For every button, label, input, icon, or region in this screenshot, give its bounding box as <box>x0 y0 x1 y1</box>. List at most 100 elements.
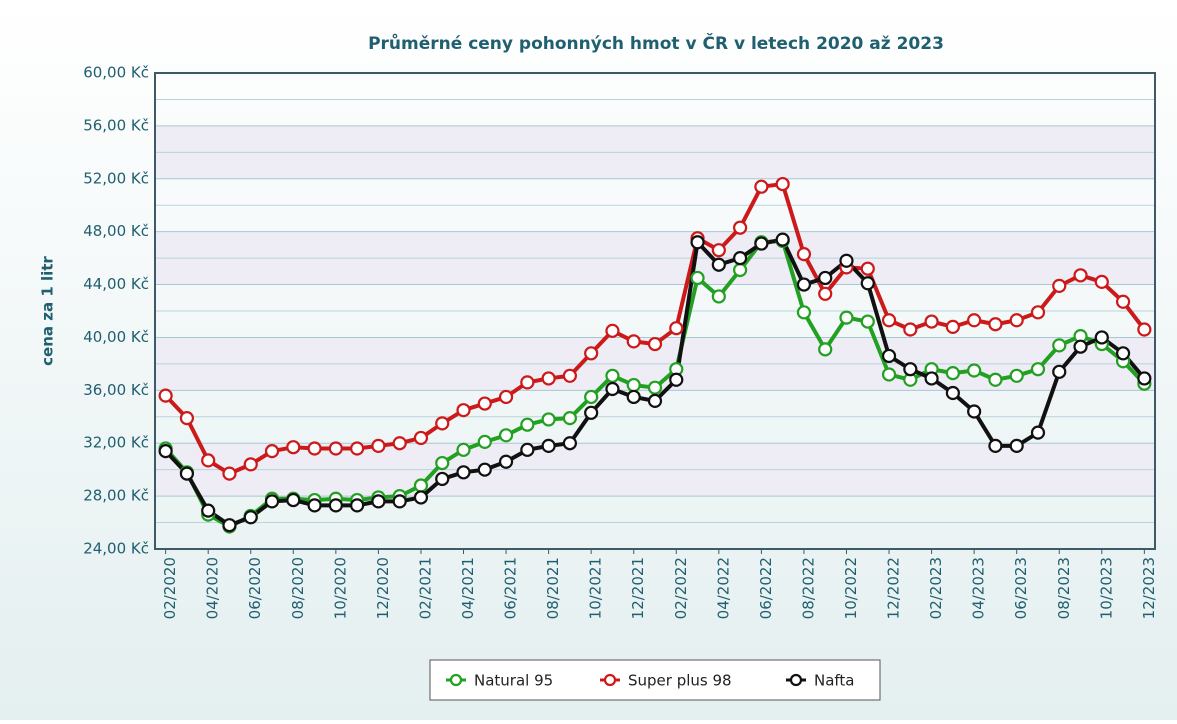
data-point <box>796 305 812 320</box>
data-point <box>881 313 897 328</box>
x-tick-label: 06/2022 <box>757 557 775 619</box>
data-point <box>690 235 705 250</box>
data-point <box>988 372 1003 387</box>
y-tick-label: 40,00 Kč <box>83 328 149 346</box>
data-point <box>584 346 599 361</box>
y-tick-label: 60,00 Kč <box>83 64 149 82</box>
data-point <box>1009 438 1024 453</box>
data-point <box>541 438 556 453</box>
data-point <box>541 412 556 427</box>
x-tick-label: 04/2023 <box>970 557 988 619</box>
data-point <box>179 411 195 426</box>
data-point <box>605 381 620 397</box>
data-point <box>860 314 875 329</box>
data-point <box>903 362 918 377</box>
data-point <box>584 405 599 420</box>
legend-label: Nafta <box>814 672 855 690</box>
data-point <box>1009 313 1024 328</box>
data-point <box>796 247 812 262</box>
data-point <box>818 342 833 357</box>
data-point <box>1030 362 1046 377</box>
x-tick-label: 06/2023 <box>1012 557 1030 619</box>
data-point <box>1073 339 1088 354</box>
x-tick-label: 02/2020 <box>161 557 179 619</box>
data-point <box>584 389 599 405</box>
data-point <box>967 404 982 419</box>
data-point <box>796 277 812 292</box>
data-point <box>669 372 684 387</box>
data-point <box>903 322 918 337</box>
data-point <box>988 438 1003 453</box>
data-point <box>456 442 471 457</box>
legend-marker <box>789 673 803 687</box>
data-point <box>413 490 429 505</box>
data-point <box>1094 330 1109 345</box>
data-point <box>562 368 577 383</box>
data-point <box>1094 274 1109 290</box>
y-tick-label: 24,00 Kč <box>83 540 149 558</box>
data-point <box>413 478 429 493</box>
plot-frame <box>154 72 1156 550</box>
data-point <box>201 453 216 468</box>
data-point <box>1052 278 1067 293</box>
data-point <box>520 375 535 390</box>
data-point <box>626 389 641 405</box>
x-tick-label: 08/2020 <box>289 557 307 619</box>
y-tick-label: 56,00 Kč <box>83 116 149 134</box>
data-point <box>690 270 705 286</box>
data-point <box>733 262 748 278</box>
x-tick-label: 02/2023 <box>927 557 945 619</box>
data-point <box>286 492 301 508</box>
data-point <box>669 321 684 336</box>
data-point <box>435 416 450 431</box>
chart-title: Průměrné ceny pohonných hmot v ČR v lete… <box>368 32 944 54</box>
data-point <box>456 465 471 480</box>
data-point <box>967 313 982 328</box>
data-point <box>626 377 641 393</box>
data-point <box>222 518 237 533</box>
data-point <box>243 510 258 525</box>
y-axis-label: cena za 1 litr <box>39 256 57 366</box>
x-tick-label: 12/2023 <box>1140 557 1158 619</box>
x-tick-label: 10/2021 <box>587 557 605 619</box>
legend-marker <box>449 673 463 687</box>
x-tick-label: 04/2022 <box>714 557 732 619</box>
data-point <box>1115 294 1131 309</box>
data-point <box>562 436 577 451</box>
data-point <box>647 380 663 395</box>
data-point <box>924 314 939 329</box>
data-point <box>498 428 514 443</box>
data-point <box>775 176 790 192</box>
data-point <box>264 494 280 509</box>
data-point <box>733 251 748 266</box>
data-point <box>945 385 960 401</box>
data-point <box>158 444 173 459</box>
x-tick-label: 02/2021 <box>416 557 434 619</box>
data-point <box>392 436 407 451</box>
data-point <box>945 366 960 381</box>
data-point <box>988 317 1003 332</box>
data-point <box>945 319 960 334</box>
y-tick-label: 52,00 Kč <box>83 169 149 187</box>
data-point <box>435 455 450 471</box>
x-tick-label: 10/2020 <box>331 557 349 619</box>
data-point <box>350 498 365 513</box>
data-point <box>711 243 726 258</box>
data-point <box>477 462 492 477</box>
data-point <box>1030 305 1046 320</box>
data-point <box>456 403 471 418</box>
data-point <box>541 371 556 386</box>
y-tick-label: 36,00 Kč <box>83 381 149 399</box>
data-point <box>498 389 514 405</box>
data-point <box>328 441 343 456</box>
data-point <box>562 411 577 426</box>
data-point <box>477 396 492 411</box>
data-point <box>733 220 748 235</box>
data-point <box>520 417 535 432</box>
data-point <box>201 503 216 518</box>
y-tick-label: 48,00 Kč <box>83 222 149 240</box>
data-point <box>179 466 195 481</box>
data-point <box>158 388 173 403</box>
